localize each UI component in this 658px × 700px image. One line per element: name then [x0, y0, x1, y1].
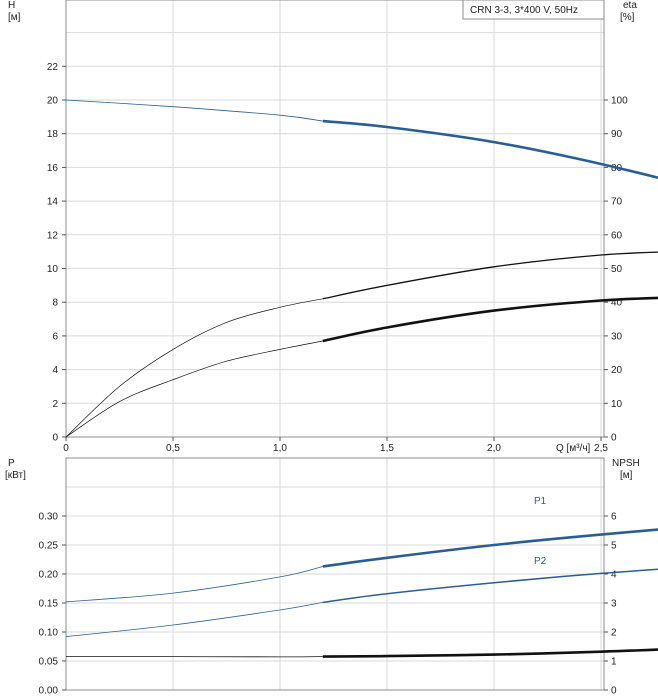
power-tick-label: 0.25 — [39, 541, 59, 552]
series-label-p2: P2 — [534, 556, 547, 567]
power-tick-label: 0.10 — [39, 628, 59, 639]
npsh-curve — [322, 648, 658, 658]
head-tick-label: 20 — [47, 96, 59, 107]
npsh-tick-label: 4 — [611, 570, 617, 581]
flow-tick-label: 0,5 — [166, 443, 180, 454]
head-axis-title: H — [8, 0, 15, 11]
p1-curve — [322, 528, 658, 568]
eta-axis-title: eta — [623, 0, 637, 11]
power-npsh-panel: 0.00 0.05 0.10 0.15 0.20 0.25 0.30 0 1 2 3 4 5 6 P [… — [5, 457, 658, 697]
p2-curve — [322, 568, 658, 604]
top-grid — [65, 0, 604, 437]
bottom-grid — [65, 458, 604, 690]
p1-curve-thin — [65, 566, 323, 603]
head-tick-label: 22 — [47, 62, 59, 73]
head-tick-label: 4 — [52, 365, 58, 376]
eta-thin-curve-thin — [65, 298, 323, 438]
head-tick-label: 0 — [52, 433, 58, 444]
series-label-p1: P1 — [534, 496, 547, 507]
eta-axis-unit: [%] — [620, 12, 635, 23]
eta-tick-label: 30 — [611, 331, 623, 342]
flow-tick-label: 0 — [63, 443, 69, 454]
npsh-tick-label: 3 — [611, 599, 617, 610]
npsh-tick-label: 0 — [611, 686, 617, 697]
head-tick-label: 12 — [47, 230, 59, 241]
head-tick-label: 16 — [47, 163, 59, 174]
power-tick-label: 0.05 — [39, 657, 59, 668]
npsh-tick-label: 2 — [611, 628, 617, 639]
head-axis-unit: [м] — [8, 12, 21, 23]
top-plot-frame — [65, 0, 605, 438]
power-axis-title: P — [8, 458, 15, 469]
npsh-tick-label: 1 — [611, 657, 617, 668]
head-tick-label: 2 — [52, 399, 58, 410]
power-axis-unit: [кВт] — [5, 470, 26, 481]
flow-tick-label: 1,5 — [380, 443, 394, 454]
eta-curve-thin — [65, 340, 323, 438]
eta-tick-label: 0 — [611, 433, 617, 444]
npsh-tick-label: 6 — [611, 512, 617, 523]
bottom-curves — [65, 528, 658, 658]
power-tick-label: 0.30 — [39, 512, 59, 523]
p2-curve-thin — [65, 602, 323, 637]
head-tick-label: 8 — [52, 298, 58, 309]
head-tick-label: 18 — [47, 129, 59, 140]
flow-tick-label: 2,5 — [594, 443, 608, 454]
top-curves — [65, 99, 658, 438]
eta-tick-label: 40 — [611, 298, 623, 309]
head-curve — [322, 119, 658, 180]
eta-tick-label: 50 — [611, 264, 623, 275]
eta-tick-label: 20 — [611, 365, 623, 376]
flow-tick-label: 1,0 — [273, 443, 287, 454]
power-axis-ticks: 0.00 0.05 0.10 0.15 0.20 0.25 0.30 — [39, 512, 66, 697]
head-axis-ticks: 0 2 4 6 8 10 12 14 16 18 20 22 — [47, 62, 66, 444]
npsh-tick-label: 5 — [611, 541, 617, 552]
npsh-axis-unit: [м] — [620, 470, 633, 481]
npsh-axis-title: NPSH — [612, 458, 640, 469]
power-tick-label: 0.00 — [39, 686, 59, 697]
flow-axis-label: Q [м³/ч] — [556, 443, 591, 454]
eta-thin-curve — [322, 251, 658, 300]
eta-tick-label: 10 — [611, 399, 623, 410]
flow-tick-label: 2,0 — [487, 443, 501, 454]
eta-tick-label: 90 — [611, 129, 623, 140]
eta-tick-label: 70 — [611, 197, 623, 208]
eta-curve — [322, 296, 658, 343]
legend-box — [462, 0, 605, 20]
eta-tick-label: 100 — [611, 96, 628, 107]
power-tick-label: 0.15 — [39, 599, 59, 610]
head-tick-label: 6 — [52, 331, 58, 342]
power-tick-label: 0.20 — [39, 570, 59, 581]
head-tick-label: 14 — [47, 197, 59, 208]
npsh-axis-ticks: 0 1 2 3 4 5 6 — [604, 512, 617, 697]
head-tick-label: 10 — [47, 264, 59, 275]
flow-axis-ticks: 00,51,01,52,02,53,03,54,0 — [63, 437, 608, 454]
legend-text: CRN 3-3, 3*400 V, 50Hz — [470, 5, 578, 16]
head-curve-thin — [65, 99, 323, 122]
eta-tick-label: 60 — [611, 230, 623, 241]
